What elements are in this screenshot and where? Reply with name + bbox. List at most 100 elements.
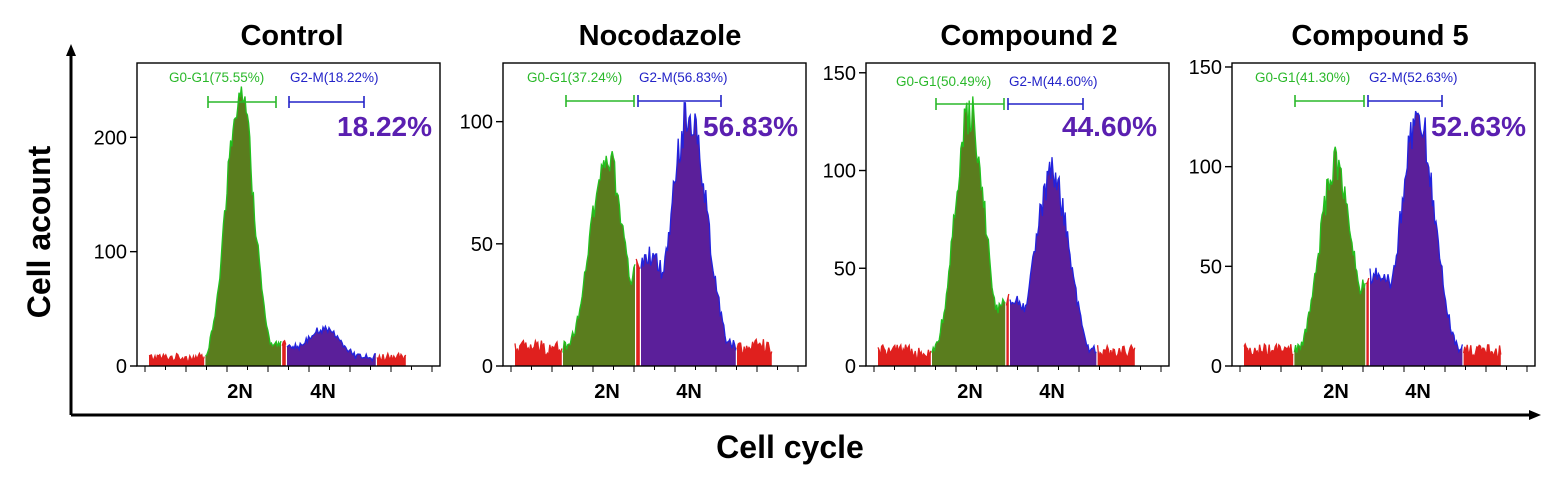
y-tick-label: 0 [1211, 356, 1222, 378]
g1-region-fill [563, 151, 635, 366]
g2m-region-fill [1010, 157, 1097, 366]
g2-gate-label: G2-M(18.22%) [290, 70, 379, 85]
debris-region-left-outline [1243, 342, 1294, 359]
panel-title: Nocodazole [579, 20, 742, 52]
y-tick-label: 100 [823, 161, 856, 183]
x-tick-label-2n: 2N [957, 381, 983, 403]
x-minor-ticks [510, 366, 799, 372]
y-ticks: 0 100 200 [94, 127, 137, 378]
x-minor-ticks [873, 366, 1162, 372]
histogram-area [877, 96, 1136, 367]
s-phase-gap-outline [1365, 277, 1370, 285]
g2m-region-fill [641, 102, 736, 366]
y-tick-label: 150 [1189, 57, 1222, 79]
debris-region-right-fill [377, 353, 406, 366]
y-tick-label: 50 [1200, 256, 1222, 278]
chart-panel-nocodazole: Nocodazole 0 50 100 2N 4N G0-G1(37.24%) G2… [460, 20, 807, 403]
s-phase-gap-outline [281, 339, 287, 346]
y-ticks: 0 50 100 150 [823, 63, 866, 378]
g2m-percent-label: 18.22% [337, 111, 432, 142]
g1-region-outline [1293, 146, 1366, 353]
g2m-percent-label: 44.60% [1062, 111, 1157, 142]
g2-gate-marker [1007, 98, 1084, 110]
y-ticks: 0 50 100 [460, 112, 503, 378]
g1-gate-marker [207, 96, 277, 108]
y-tick-label: 0 [845, 356, 856, 378]
g2m-percent-label: 52.63% [1431, 111, 1526, 142]
y-tick-label: 50 [471, 234, 493, 256]
chart-panel-compound-2: Compound 2 0 50 100 150 2N 4N G0-G1(50.49%)… [823, 20, 1170, 403]
y-tick-label: 50 [834, 258, 856, 280]
s-phase-gap-outline [635, 258, 641, 270]
g1-region-outline [931, 96, 1006, 353]
debris-region-right-outline [1462, 344, 1502, 360]
x-tick-label-4n: 4N [1039, 381, 1065, 403]
histogram-area [148, 86, 407, 366]
g1-region-outline [562, 151, 636, 353]
g2m-region-fill [1370, 111, 1463, 366]
x-minor-ticks [144, 366, 433, 372]
g1-region-fill [1294, 146, 1366, 366]
figure-y-axis-label: Cell acount [21, 145, 57, 318]
g1-gate-label: G0-G1(50.49%) [896, 74, 991, 89]
g2-gate-marker [637, 95, 722, 107]
chart-panel-control: Control 0 100 200 2N 4N G0-G1(75.55%) G2-M… [94, 20, 441, 403]
g2m-region-outline [1009, 157, 1097, 354]
g1-gate-marker [935, 98, 1005, 110]
g2m-region-fill [287, 326, 376, 366]
x-tick-label-2n: 2N [594, 381, 620, 403]
debris-region-right-outline [376, 351, 407, 363]
panel-title: Compound 5 [1291, 20, 1468, 52]
g2m-region-outline [640, 101, 737, 351]
debris-region-left-outline [514, 338, 563, 358]
g1-region-fill [205, 86, 281, 366]
y-tick-label: 150 [823, 63, 856, 85]
g2m-region-outline [1369, 110, 1464, 354]
g1-gate-marker [1294, 95, 1365, 107]
g1-gate-label: G0-G1(37.24%) [527, 70, 622, 85]
g1-region-outline [205, 86, 282, 357]
g2m-percent-label: 56.83% [703, 111, 798, 142]
debris-region-left-outline [877, 343, 932, 360]
y-ticks: 0 50 100 150 [1189, 57, 1232, 378]
g2-gate-label: G2-M(44.60%) [1009, 74, 1098, 89]
y-tick-label: 0 [482, 356, 493, 378]
s-phase-gap-fill [1366, 278, 1369, 366]
g2-gate-label: G2-M(56.83%) [639, 70, 728, 85]
x-tick-label-4n: 4N [676, 381, 702, 403]
y-tick-label: 100 [1189, 157, 1222, 179]
x-minor-ticks [1239, 366, 1528, 372]
debris-region-right-outline [736, 337, 773, 357]
chart-panel-compound-5: Compound 5 0 50 100 150 2N 4N G0-G1(41.30%)… [1189, 20, 1536, 403]
x-tick-label-2n: 2N [227, 381, 253, 403]
s-phase-gap-fill [1006, 294, 1009, 366]
histogram-area [514, 101, 773, 366]
g2-gate-marker [288, 96, 365, 108]
y-tick-label: 100 [94, 242, 127, 264]
s-phase-gap-fill [636, 258, 640, 366]
g1-gate-label: G0-G1(41.30%) [1255, 70, 1350, 85]
g2m-region-outline [286, 324, 376, 363]
histogram-area [1243, 110, 1502, 366]
debris-region-right-fill [1463, 344, 1501, 366]
plot-frame [136, 62, 441, 367]
g2-gate-marker [1367, 95, 1443, 107]
g1-gate-label: G0-G1(75.55%) [169, 70, 264, 85]
g1-gate-marker [565, 95, 635, 107]
s-phase-gap-outline [1005, 293, 1010, 306]
y-tick-label: 100 [460, 112, 493, 134]
g2-gate-label: G2-M(52.63%) [1369, 70, 1458, 85]
y-tick-label: 0 [116, 356, 127, 378]
s-phase-gap-fill [282, 340, 286, 366]
x-tick-label-4n: 4N [310, 381, 336, 403]
g1-region-fill [932, 96, 1006, 367]
debris-region-right-outline [1096, 343, 1136, 360]
debris-region-left-fill [878, 344, 931, 366]
debris-region-left-outline [148, 351, 205, 364]
panel-title: Control [240, 20, 343, 52]
debris-region-right-fill [1097, 345, 1135, 366]
panel-title: Compound 2 [940, 20, 1117, 52]
x-tick-label-2n: 2N [1323, 381, 1349, 403]
x-tick-label-4n: 4N [1405, 381, 1431, 403]
